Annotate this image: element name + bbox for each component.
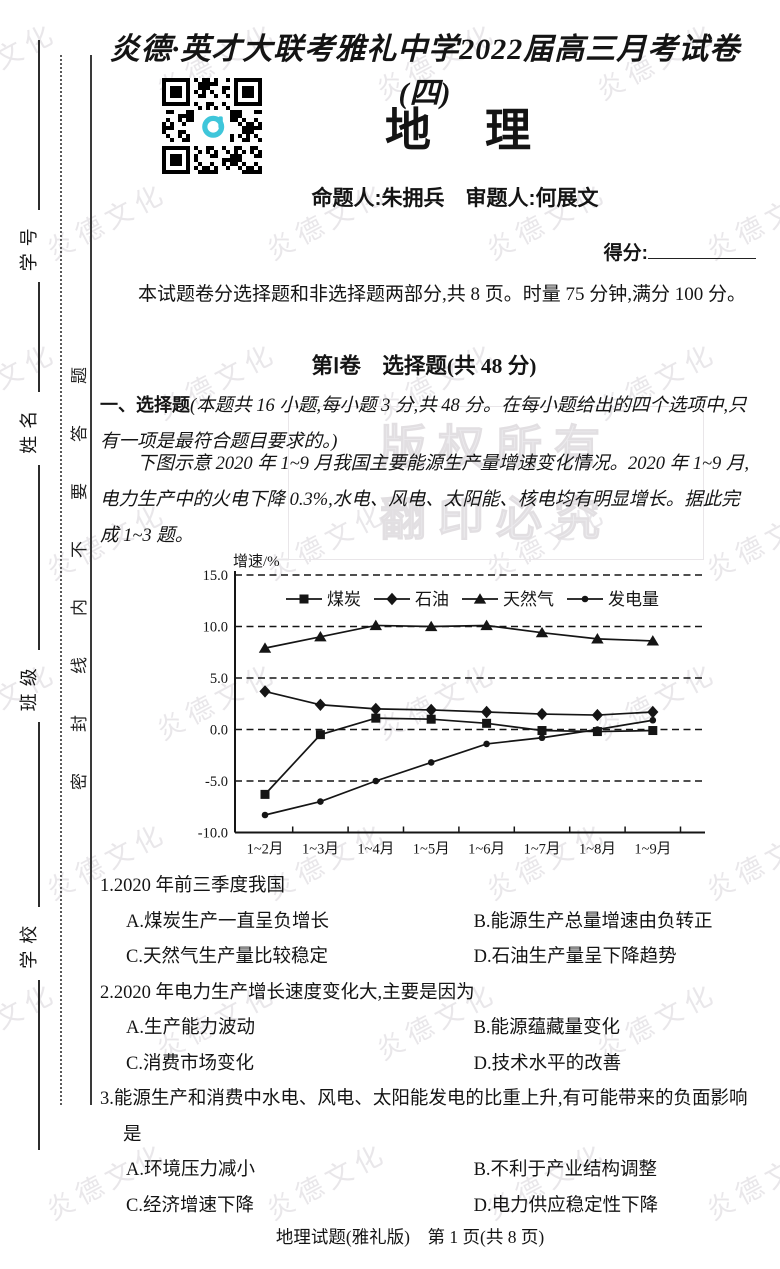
svg-text:1~3月: 1~3月	[302, 842, 339, 858]
option-b: B.能源蕴藏量变化	[473, 1018, 621, 1038]
questions-block: 1.2020 年前三季度我国 A.煤炭生产一直呈负增长 B.能源生产总量增速由负…	[100, 869, 758, 1224]
score-blank	[648, 238, 756, 259]
svg-text:15.0: 15.0	[203, 568, 228, 584]
question-stem: 3.能源生产和消费中水电、风电、太阳能发电的比重上升,有可能带来的负面影响是	[100, 1082, 758, 1153]
directions-body: (本题共 16 小题,每小题 3 分,共 48 分。在每小题给出的四个选项中,只…	[100, 396, 747, 452]
exam-title: 炎德·英才大联考雅礼中学2022届高三月考试卷(四)	[109, 33, 741, 110]
svg-text:1~5月: 1~5月	[413, 842, 450, 858]
question-number: 3.	[100, 1089, 114, 1109]
option-d: D.电力供应稳定性下降	[473, 1195, 659, 1216]
question-number: 2.	[100, 982, 114, 1003]
name-blank	[17, 465, 40, 650]
svg-text:-10.0: -10.0	[198, 826, 228, 842]
svg-text:石油: 石油	[415, 590, 449, 609]
svg-text:煤炭: 煤炭	[327, 590, 361, 609]
options-row: C.消费市场变化 D.技术水平的改善	[100, 1047, 758, 1083]
option-b: B.能源生产总量增速由负转正	[473, 911, 713, 932]
svg-text:1~7月: 1~7月	[524, 842, 561, 858]
question-text: 能源生产和消费中水电、风电、太阳能发电的比重上升,有可能带来的负面影响是	[113, 1089, 748, 1145]
options-row: A.环境压力减小 B.不利于产业结构调整	[100, 1153, 758, 1189]
option-d: D.技术水平的改善	[473, 1053, 622, 1074]
question-1: 1.2020 年前三季度我国 A.煤炭生产一直呈负增长 B.能源生产总量增速由负…	[100, 869, 758, 976]
question-3: 3.能源生产和消费中水电、风电、太阳能发电的比重上升,有可能带来的负面影响是 A…	[100, 1082, 758, 1224]
svg-text:发电量: 发电量	[608, 590, 659, 609]
class-label: 班级	[19, 661, 39, 712]
svg-text:0.0: 0.0	[210, 723, 228, 739]
svg-text:1~9月: 1~9月	[634, 842, 671, 858]
svg-text:1~4月: 1~4月	[357, 842, 394, 858]
page-footer: 地理试题(雅礼版) 第 1 页(共 8 页)	[275, 1227, 545, 1247]
subject-title: 地 理	[385, 104, 535, 156]
option-c: C.消费市场变化	[126, 1053, 254, 1074]
section-title: 第Ⅰ卷 选择题(共 48 分)	[311, 354, 537, 378]
option-c: C.天然气生产量比较稳定	[126, 947, 328, 967]
svg-text:增速/%: 增速/%	[233, 553, 280, 570]
options-row: A.生产能力波动 B.能源蕴藏量变化	[100, 1011, 758, 1047]
svg-text:1~2月: 1~2月	[247, 842, 284, 858]
question-text: 2020 年前三季度我国	[113, 876, 286, 896]
option-b: B.不利于产业结构调整	[473, 1160, 658, 1180]
options-row: C.天然气生产量比较稳定 D.石油生产量呈下降趋势	[100, 940, 758, 976]
svg-text:-5.0: -5.0	[205, 774, 228, 790]
score-label: 得分:	[603, 243, 648, 264]
school-label: 学校	[19, 918, 39, 969]
directions-lead: 一、选择题	[100, 395, 190, 415]
options-row: A.煤炭生产一直呈负增长 B.能源生产总量增速由负转正	[100, 905, 758, 941]
svg-text:天然气: 天然气	[503, 590, 554, 609]
tail-blank	[17, 40, 40, 210]
name-label: 姓名	[19, 403, 39, 454]
brand-watermark: 炎德文化	[41, 177, 173, 266]
score-field: 得分:	[604, 238, 756, 265]
option-a: A.生产能力波动	[126, 1018, 255, 1038]
class-blank	[17, 722, 40, 908]
svg-text:5.0: 5.0	[210, 671, 228, 687]
copyright-watermark: 版权所有 翻印必究	[288, 406, 704, 560]
question-text: 2020 年电力生产增长速度变化大,主要是因为	[113, 982, 475, 1003]
options-row: C.经济增速下降 D.电力供应稳定性下降	[100, 1189, 758, 1225]
question-passage: 下图示意 2020 年 1~9 月我国主要能源生产量增速变化情况。2020 年 …	[100, 454, 750, 546]
energy-growth-chart: 增速/% 15.0 10.0 5.0 0.0 -5.0 -10.0 1~2月 1~3月 1~4月 1…	[160, 552, 740, 870]
option-a: A.环境压力减小	[126, 1160, 255, 1180]
option-d: D.石油生产量呈下降趋势	[473, 947, 677, 967]
id-label: 学号	[19, 221, 39, 272]
directions-paragraph: 一、选择题(本题共 16 小题,每小题 3 分,共 48 分。在每小题给出的四个…	[100, 387, 754, 460]
seal-text: 密封线内不要答题	[70, 326, 89, 790]
margin-student-fields: 学校 班级 姓名 学号	[16, 40, 40, 1150]
id-blank	[17, 282, 40, 393]
seal-dotted-line	[60, 55, 62, 1105]
copyright-line1: 版权所有	[380, 421, 612, 474]
question-2: 2.2020 年电力生产增长速度变化大,主要是因为 A.生产能力波动 B.能源蕴…	[100, 976, 758, 1083]
qr-code-image	[162, 78, 266, 178]
svg-text:1~8月: 1~8月	[579, 842, 616, 858]
line-chart: 增速/% 15.0 10.0 5.0 0.0 -5.0 -10.0 1~2月 1~3月 1~4月 1…	[198, 553, 705, 858]
qr-code	[162, 78, 266, 178]
copyright-line2: 翻印必究	[380, 493, 612, 546]
exam-instructions: 本试题卷分选择题和非选择题两部分,共 8 页。时量 75 分钟,满分 100 分…	[138, 284, 747, 305]
seal-solid-line	[90, 55, 92, 1105]
question-stem: 1.2020 年前三季度我国	[100, 869, 758, 905]
setter-line: 命题人:朱拥兵 审题人:何展文	[311, 187, 599, 210]
svg-text:10.0: 10.0	[203, 620, 228, 636]
svg-text:1~6月: 1~6月	[468, 842, 505, 858]
school-blank	[17, 980, 40, 1150]
question-stem: 2.2020 年电力生产增长速度变化大,主要是因为	[100, 976, 758, 1012]
question-number: 1.	[100, 876, 114, 896]
option-c: C.经济增速下降	[126, 1195, 254, 1216]
option-a: A.煤炭生产一直呈负增长	[126, 911, 329, 932]
